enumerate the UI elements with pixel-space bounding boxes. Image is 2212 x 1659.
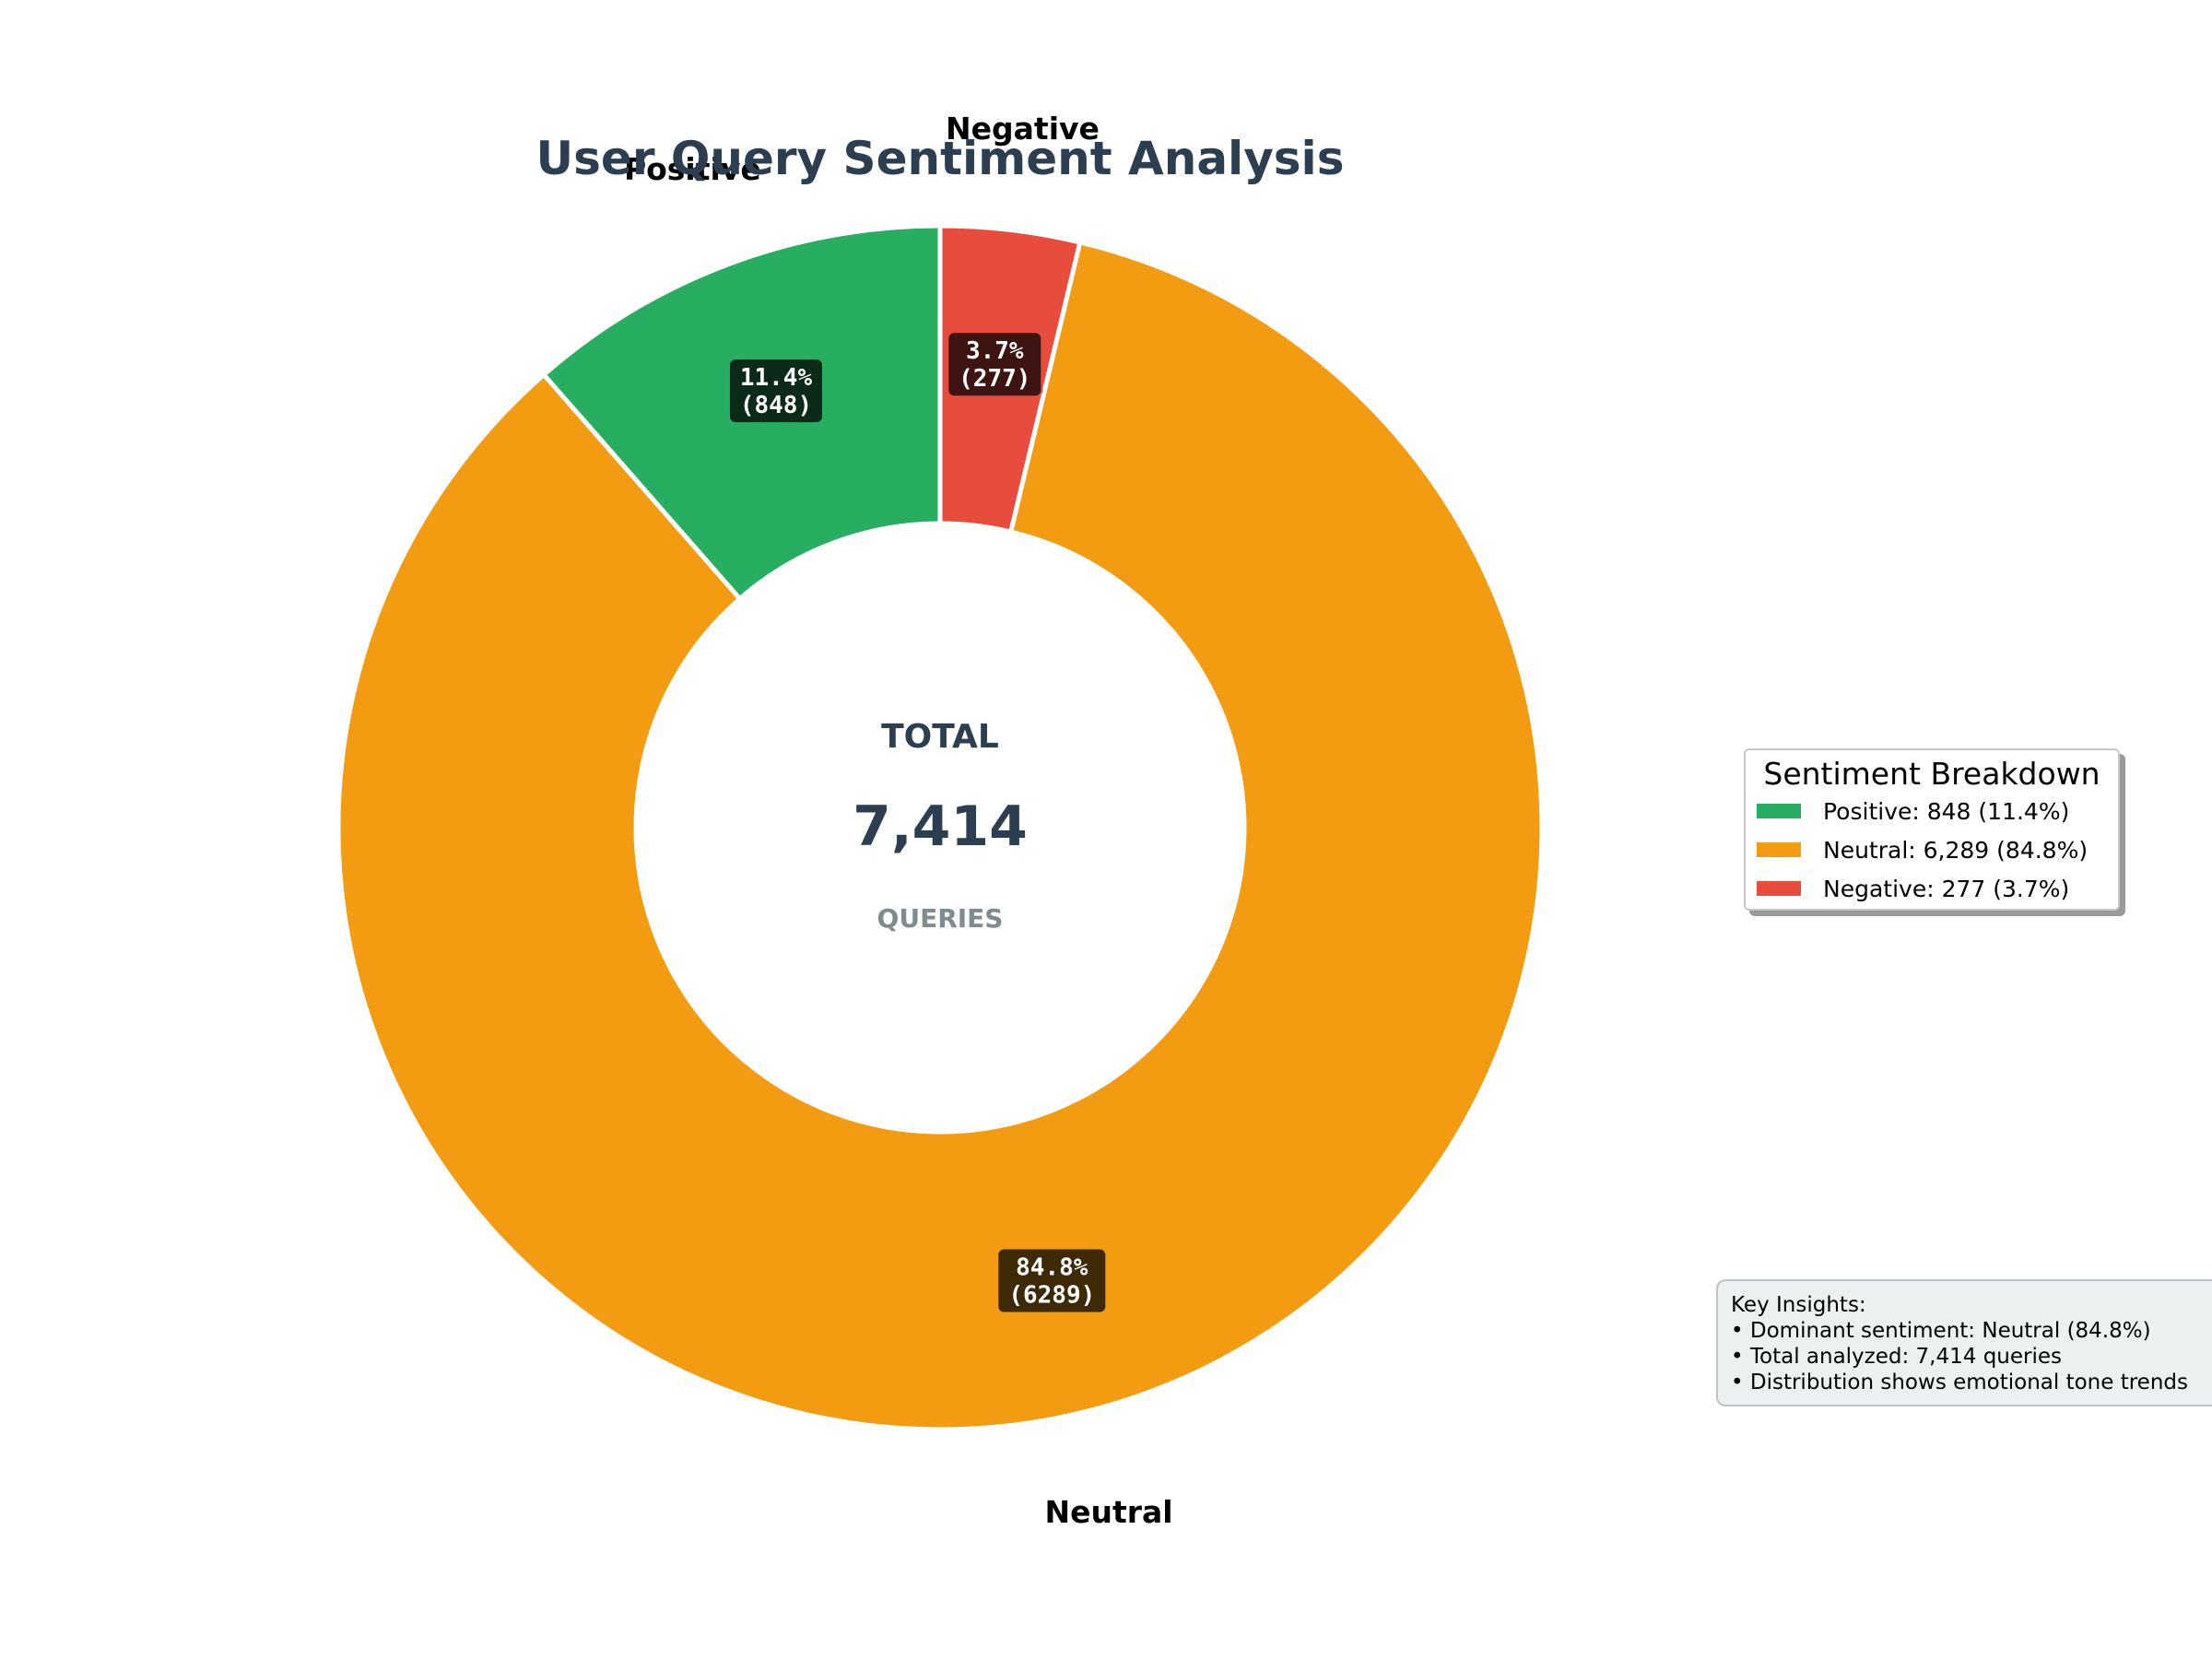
count-value: (848): [740, 392, 812, 419]
legend-text-neutral: Neutral: 6,289 (84.8%): [1823, 836, 2088, 864]
pct-label-neutral: 84.8%(6289): [996, 1247, 1108, 1314]
insights-heading: Key Insights:: [1731, 1293, 1866, 1317]
count-value: (277): [959, 365, 1030, 393]
legend-swatch-negative: [1757, 881, 1801, 896]
donut-slices: [335, 223, 1545, 1432]
legend-text-positive: Positive: 848 (11.4%): [1823, 797, 2070, 825]
pct-value: 84.8%: [1016, 1253, 1088, 1281]
legend-swatch-positive: [1757, 804, 1801, 818]
outer-label-negative: Negative: [946, 111, 1100, 147]
key-insights-box: Key Insights: • Dominant sentiment: Neut…: [1716, 1279, 2212, 1406]
slice-outer-labels: Negative Neutral Positive: [624, 111, 1173, 1530]
pct-label-positive: 11.4%(848): [727, 358, 824, 425]
pct-value: 3.7%: [966, 337, 1024, 365]
outer-label-neutral: Neutral: [1044, 1494, 1172, 1530]
pct-label-negative: 3.7%(277): [947, 331, 1043, 398]
legend-title: Sentiment Breakdown: [1763, 756, 2100, 792]
legend-item-positive: Positive: 848 (11.4%): [1757, 792, 2118, 830]
slice-percentage-labels: 3.7%(277) 84.8%(6289) 11.4%(848): [727, 331, 1108, 1314]
legend-item-neutral: Neutral: 6,289 (84.8%): [1757, 830, 2118, 869]
slice-neutral: [335, 239, 1545, 1432]
count-value: (6289): [1008, 1281, 1095, 1309]
legend: Sentiment Breakdown Positive: 848 (11.4%…: [1744, 748, 2120, 911]
chart-title: User Query Sentiment Analysis: [536, 132, 1345, 185]
legend-item-negative: Negative: 277 (3.7%): [1757, 869, 2118, 908]
insights-line: • Dominant sentiment: Neutral (84.8%): [1731, 1319, 2151, 1343]
pct-label-box: [727, 358, 824, 425]
pct-label-box: [996, 1247, 1108, 1314]
legend-swatch-neutral: [1757, 842, 1801, 857]
insights-line: • Distribution shows emotional tone tren…: [1731, 1371, 2188, 1394]
insights-line: • Total analyzed: 7,414 queries: [1731, 1345, 2063, 1369]
outer-label-positive: Positive: [624, 151, 761, 187]
legend-text-negative: Negative: 277 (3.7%): [1823, 875, 2070, 902]
center-unit-label: QUERIES: [877, 903, 1004, 934]
center-total-label: TOTAL: [881, 718, 999, 756]
center-total-value: 7,414: [853, 794, 1028, 859]
pct-label-box: [947, 331, 1043, 398]
pct-value: 11.4%: [740, 364, 813, 392]
